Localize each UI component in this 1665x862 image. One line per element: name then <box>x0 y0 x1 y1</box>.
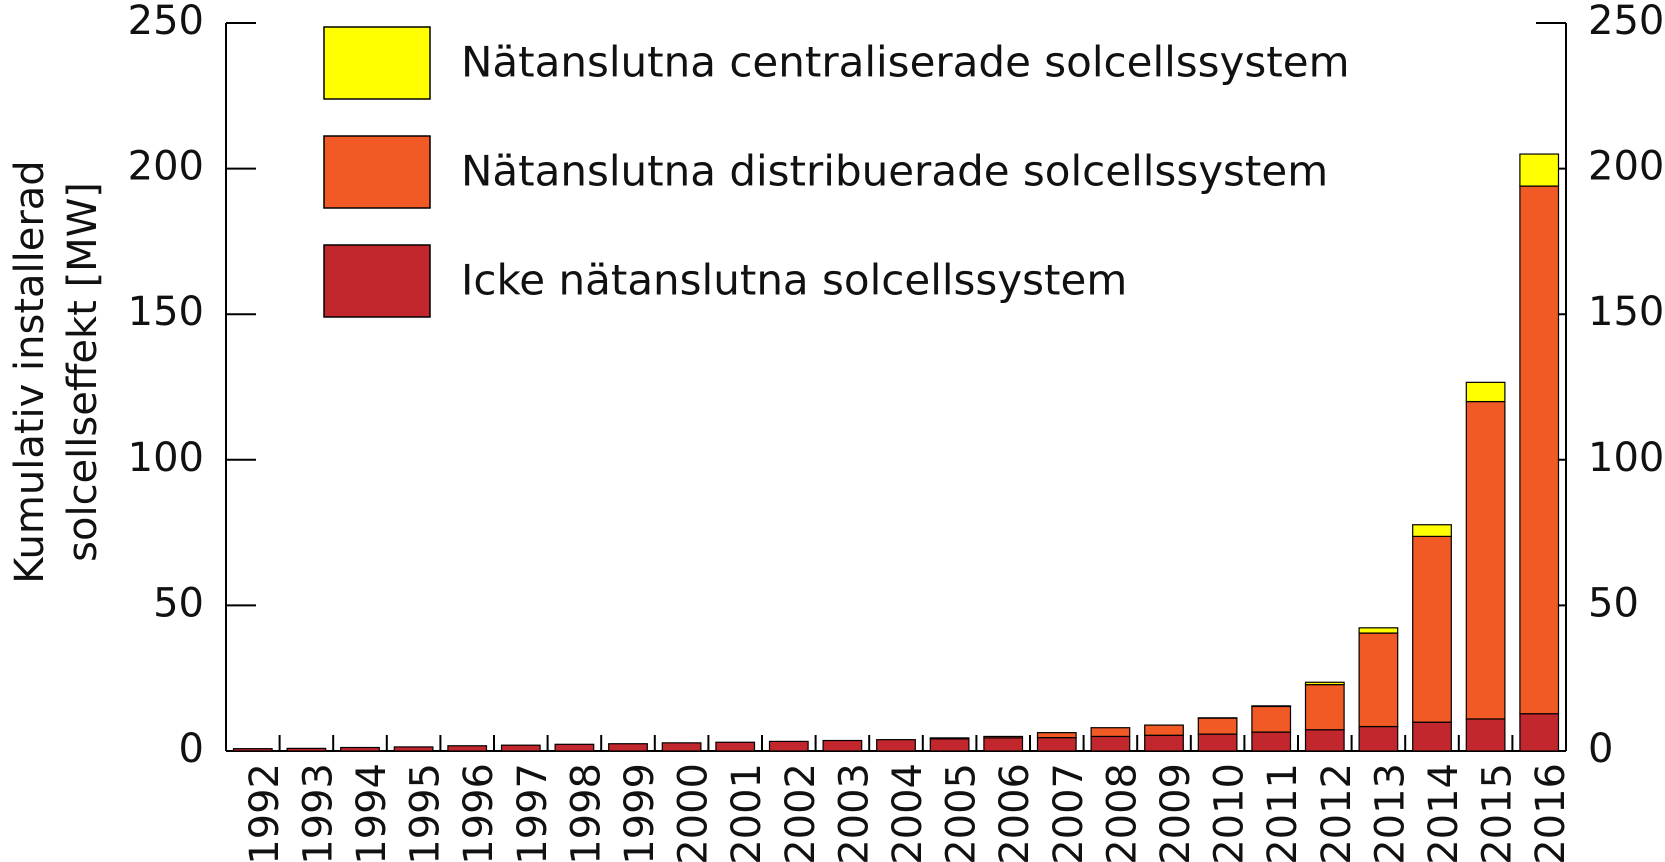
y2-tick-label: 0 <box>1588 726 1613 772</box>
bar-segment <box>1090 727 1131 738</box>
bar-segment <box>1412 535 1452 723</box>
bar-segment <box>447 745 488 752</box>
bar-segment <box>1358 627 1399 634</box>
y-tick-label: 50 <box>153 580 204 626</box>
bar-segment <box>608 743 648 752</box>
bar-segment <box>929 737 970 740</box>
x-tick-label: 2009 <box>1153 763 1199 862</box>
x-tick-label: 2008 <box>1099 763 1145 862</box>
x-tick-label: 1998 <box>563 763 609 862</box>
y-tick-label: 250 <box>128 0 204 44</box>
bar-segment <box>232 748 273 752</box>
x-tick-label: 1995 <box>403 763 449 862</box>
y2-tick-label: 100 <box>1588 435 1664 481</box>
x-tick-label: 1997 <box>510 763 556 862</box>
y2-tick-label: 200 <box>1588 144 1664 190</box>
bar-segment <box>1304 681 1345 686</box>
bar-segment <box>768 740 809 752</box>
legend-label: Icke nätanslutna solcellssystem <box>461 256 1127 305</box>
y-axis-label: solcellseffekt [MW] <box>60 182 106 562</box>
x-tick-label: 2013 <box>1367 763 1413 862</box>
x-tick-label: 2003 <box>831 763 877 862</box>
y2-tick-label: 150 <box>1588 289 1664 335</box>
bar-segment <box>340 746 380 752</box>
bar-segment <box>1036 737 1077 752</box>
bar-segment <box>1519 713 1560 752</box>
legend-swatch <box>323 26 431 100</box>
x-tick-label: 2015 <box>1475 763 1521 862</box>
x-tick-label: 2010 <box>1207 763 1253 862</box>
y-tick-label: 150 <box>128 289 204 335</box>
bar-segment <box>1090 735 1131 752</box>
x-tick-label: 2016 <box>1528 763 1574 862</box>
bar-segment <box>1465 381 1506 403</box>
bar-segment <box>1144 724 1184 736</box>
bar-segment <box>1412 524 1452 537</box>
bar-segment <box>929 738 970 752</box>
x-tick-label: 2005 <box>939 763 985 862</box>
y-tick-label: 0 <box>179 726 204 772</box>
bar-segment <box>1251 731 1292 752</box>
x-tick-label: 2012 <box>1314 763 1360 862</box>
bar-segment <box>1304 684 1345 731</box>
x-tick-label: 2011 <box>1260 763 1306 862</box>
bar-segment <box>1358 725 1399 752</box>
bar-segment <box>1412 721 1452 752</box>
y-tick-label: 100 <box>128 435 204 481</box>
bar-segment <box>1251 705 1292 708</box>
bar-segment <box>286 747 327 752</box>
x-tick-label: 2006 <box>992 763 1038 862</box>
x-tick-label: 2002 <box>778 763 824 862</box>
bar-segment <box>876 739 916 752</box>
x-tick-label: 2007 <box>1046 763 1092 862</box>
x-tick-label: 2014 <box>1421 763 1467 862</box>
x-tick-label: 1994 <box>349 763 395 862</box>
bar-segment <box>1197 717 1238 735</box>
bar-segment <box>500 744 541 752</box>
x-tick-label: 1993 <box>295 763 341 862</box>
x-tick-label: 1996 <box>456 763 502 862</box>
x-tick-label: 1999 <box>617 763 663 862</box>
legend-swatch <box>323 244 431 318</box>
bar-segment <box>1358 632 1399 728</box>
bar-segment <box>1036 732 1077 739</box>
x-tick-label: 2001 <box>724 763 770 862</box>
bar-segment <box>1144 734 1184 752</box>
bar-segment <box>1519 185 1560 715</box>
bar-segment <box>983 735 1024 739</box>
x-tick-label: 2004 <box>885 763 931 862</box>
bar-segment <box>983 737 1024 752</box>
bar-segment <box>822 739 863 752</box>
y-tick-label: 200 <box>128 144 204 190</box>
y2-tick-label: 250 <box>1588 0 1664 44</box>
legend-label: Nätanslutna distribuerade solcellssystem <box>461 147 1328 196</box>
bar-segment <box>1197 733 1238 752</box>
x-tick-label: 2000 <box>671 763 717 862</box>
bar-segment <box>715 741 756 752</box>
bar-segment <box>393 746 434 752</box>
bar-segment <box>661 742 702 752</box>
y-axis-label: Kumulativ installerad <box>7 160 53 583</box>
bar-segment <box>1465 400 1506 720</box>
legend-swatch <box>323 135 431 209</box>
bar-segment <box>1304 729 1345 752</box>
bar-segment <box>1519 153 1560 187</box>
x-tick-label: 1992 <box>242 763 288 862</box>
bar-segment <box>1251 705 1292 733</box>
y2-tick-label: 50 <box>1588 580 1639 626</box>
bar-segment <box>554 743 595 752</box>
legend-label: Nätanslutna centraliserade solcellssyste… <box>461 38 1350 87</box>
bar-segment <box>1465 718 1506 752</box>
